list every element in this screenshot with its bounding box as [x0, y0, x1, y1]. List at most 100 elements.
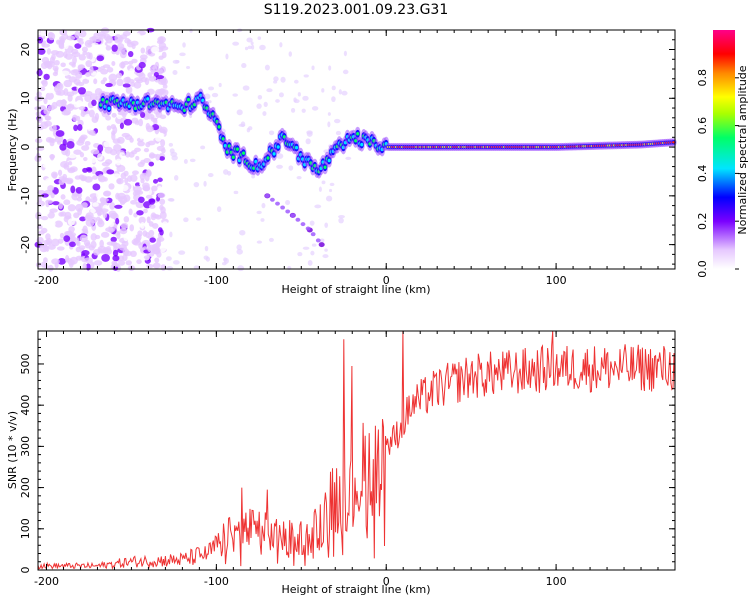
noise-blob [142, 184, 151, 192]
noise-blob [43, 97, 48, 105]
noise-blob [172, 59, 180, 64]
spectrogram-x-tick-label: 100 [546, 274, 567, 287]
noise-blob [168, 142, 174, 147]
branch-blob [290, 213, 296, 218]
noise-blob [111, 112, 117, 118]
noise-blob [64, 132, 70, 137]
noise-blob [57, 169, 63, 176]
spectrogram-frame [37, 29, 676, 270]
noise-blob [338, 217, 344, 224]
noise-blob [241, 62, 247, 69]
noise-blob [68, 76, 78, 83]
noise-blob [66, 35, 76, 41]
noise-blob [67, 204, 76, 212]
noise-blob [246, 37, 253, 43]
noise-blob [125, 151, 131, 158]
noise-scatter [34, 27, 352, 272]
noise-blob [158, 80, 167, 85]
noise-blob [302, 246, 310, 250]
branch-blob [310, 232, 316, 237]
noise-blob [157, 227, 163, 233]
noise-blob [90, 149, 100, 155]
noise-blob [108, 73, 118, 82]
noise-blob [140, 222, 145, 229]
noise-blob [57, 258, 66, 265]
noise-blob [156, 145, 165, 152]
noise-blob [125, 260, 132, 266]
noise-blob [88, 109, 95, 118]
noise-blob [120, 172, 127, 180]
noise-blob [159, 211, 167, 220]
noise-blob [52, 201, 60, 206]
noise-blob [294, 79, 299, 84]
noise-blob [153, 71, 159, 77]
noise-blob [50, 154, 55, 161]
noise-blob [84, 257, 93, 264]
noise-blob [45, 92, 54, 100]
snr-x-tick-label: -200 [34, 575, 59, 588]
noise-blob [81, 46, 88, 53]
colorbar-ticks: 0.0 0.2 0.4 0.6 0.8 [696, 69, 739, 278]
noise-blob [60, 70, 70, 76]
noise-blob [129, 68, 134, 76]
noise-blob [65, 61, 70, 70]
noise-blob [128, 208, 133, 216]
noise-blob [70, 250, 77, 256]
ridge-core [241, 151, 246, 155]
noise-blob [41, 43, 50, 48]
noise-blob [50, 138, 57, 144]
noise-blob [82, 225, 88, 234]
noise-blob [74, 43, 82, 49]
noise-blob [39, 86, 46, 92]
noise-blob [102, 77, 108, 82]
noise-blob [122, 83, 131, 88]
noise-blob [60, 194, 66, 200]
branch-blob [280, 205, 286, 210]
snr-frame [37, 330, 676, 571]
noise-blob [244, 46, 249, 51]
noise-blob [91, 42, 99, 47]
ridge-core [146, 97, 150, 101]
noise-blob [152, 262, 161, 269]
ridge-core [672, 141, 676, 144]
noise-blob [146, 113, 155, 120]
noise-blob [46, 237, 53, 246]
noise-blob [59, 143, 67, 151]
noise-blob [135, 182, 141, 187]
ridge-core [356, 132, 360, 136]
snr-y-axis-title: SNR (10 * v/v) [6, 411, 19, 489]
noise-blob [145, 194, 153, 199]
noise-blob [321, 180, 326, 185]
noise-blob [290, 107, 296, 113]
noise-blob [82, 167, 88, 173]
noise-blob [112, 126, 118, 135]
noise-blob [123, 194, 131, 202]
noise-blob [120, 184, 129, 192]
noise-blob [143, 208, 148, 214]
noise-blob [232, 41, 240, 46]
noise-blob [84, 94, 92, 103]
noise-blob [261, 202, 266, 209]
noise-blob [328, 65, 332, 71]
noise-blob [172, 69, 178, 75]
noise-blob [148, 161, 155, 167]
noise-blob [251, 44, 255, 50]
branch-blob [270, 197, 275, 202]
noise-blob [138, 118, 144, 127]
noise-blob [101, 161, 111, 167]
noise-blob [55, 130, 65, 137]
snr-y-tick-label: 300 [19, 436, 32, 457]
noise-blob [273, 76, 279, 82]
noise-blob [159, 245, 167, 253]
noise-blob [157, 88, 167, 95]
colorbar-tick-label: 0.8 [696, 69, 709, 87]
noise-blob [41, 193, 49, 198]
noise-blob [73, 124, 79, 132]
noise-blob [40, 261, 46, 268]
noise-blob [150, 64, 157, 70]
noise-blob [41, 79, 48, 87]
noise-blob [115, 50, 120, 56]
noise-blob [75, 186, 83, 194]
noise-blob [105, 82, 113, 88]
noise-blob [96, 190, 102, 199]
